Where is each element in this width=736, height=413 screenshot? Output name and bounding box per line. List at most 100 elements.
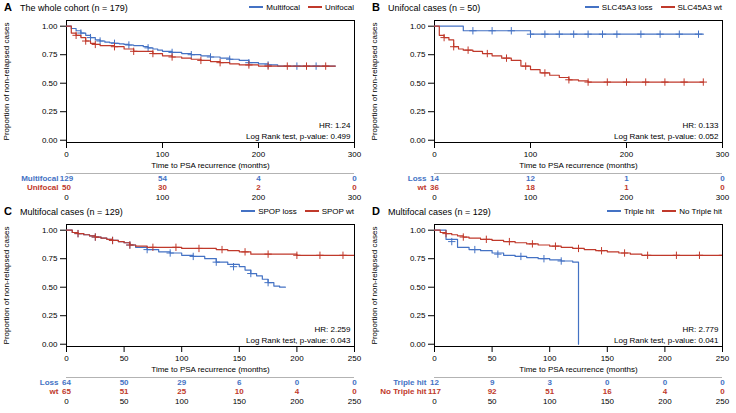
svg-text:0.25: 0.25: [42, 107, 58, 116]
svg-text:250: 250: [716, 354, 730, 363]
svg-text:200: 200: [620, 150, 634, 159]
svg-text:1: 1: [624, 174, 629, 183]
svg-text:4: 4: [663, 387, 668, 396]
svg-text:36: 36: [430, 183, 439, 192]
svg-text:100: 100: [175, 354, 189, 363]
svg-text:10: 10: [235, 387, 244, 396]
svg-text:0.00: 0.00: [410, 340, 426, 349]
svg-text:0.75: 0.75: [410, 50, 426, 59]
svg-text:Log Rank test, p-value: 0.041: Log Rank test, p-value: 0.041: [614, 336, 719, 345]
svg-text:0: 0: [432, 397, 437, 406]
svg-text:HR: 2.779: HR: 2.779: [682, 325, 719, 334]
svg-text:Log Rank test, p-value: 0.499: Log Rank test, p-value: 0.499: [246, 132, 351, 141]
svg-text:1: 1: [624, 183, 629, 192]
svg-text:50: 50: [120, 354, 129, 363]
svg-text:50: 50: [488, 397, 497, 406]
svg-text:150: 150: [233, 354, 247, 363]
svg-text:200: 200: [252, 193, 266, 202]
svg-text:0: 0: [352, 183, 357, 192]
svg-text:0.00: 0.00: [42, 340, 58, 349]
svg-text:50: 50: [62, 183, 71, 192]
svg-text:Loss: Loss: [408, 174, 427, 183]
svg-text:0: 0: [295, 378, 300, 387]
svg-text:Triple hit: Triple hit: [393, 378, 427, 387]
svg-text:12: 12: [526, 174, 535, 183]
svg-text:wt: wt: [417, 183, 427, 192]
svg-text:Loss: Loss: [40, 378, 59, 387]
svg-text:4: 4: [256, 174, 261, 183]
svg-text:100: 100: [543, 354, 557, 363]
svg-text:150: 150: [233, 397, 247, 406]
svg-text:Proportion of non-relapsed cas: Proportion of non-relapsed cases: [2, 23, 11, 141]
svg-text:18: 18: [526, 183, 535, 192]
svg-text:65: 65: [62, 387, 71, 396]
svg-text:0: 0: [64, 193, 69, 202]
svg-text:Proportion of non-relapsed cas: Proportion of non-relapsed cases: [370, 23, 379, 141]
svg-text:250: 250: [716, 397, 730, 406]
svg-text:100: 100: [524, 193, 538, 202]
svg-text:51: 51: [120, 387, 129, 396]
svg-text:0.25: 0.25: [42, 311, 58, 320]
svg-text:Log Rank test, p-value: 0.052: Log Rank test, p-value: 0.052: [614, 132, 719, 141]
svg-text:0: 0: [605, 378, 610, 387]
svg-text:100: 100: [156, 193, 170, 202]
svg-text:0: 0: [720, 378, 725, 387]
svg-text:3: 3: [547, 378, 552, 387]
svg-text:0: 0: [352, 174, 357, 183]
svg-text:0: 0: [720, 387, 725, 396]
svg-text:300: 300: [716, 193, 730, 202]
svg-text:0.00: 0.00: [42, 136, 58, 145]
svg-text:0.50: 0.50: [410, 283, 426, 292]
svg-text:6: 6: [237, 378, 242, 387]
svg-text:250: 250: [348, 354, 362, 363]
svg-text:Multifocal: Multifocal: [21, 174, 58, 183]
svg-text:No Triple hit: No Triple hit: [380, 387, 427, 396]
svg-text:0: 0: [352, 378, 357, 387]
svg-text:51: 51: [545, 387, 554, 396]
svg-text:2: 2: [256, 183, 261, 192]
svg-text:200: 200: [658, 354, 672, 363]
svg-text:0: 0: [64, 354, 69, 363]
svg-text:Proportion of non-relapsed cas: Proportion of non-relapsed cases: [370, 227, 379, 345]
svg-text:Time to PSA recurrence (months: Time to PSA recurrence (months): [151, 365, 270, 374]
svg-text:0.25: 0.25: [410, 311, 426, 320]
svg-text:16: 16: [603, 387, 612, 396]
svg-text:0: 0: [432, 150, 437, 159]
svg-text:50: 50: [120, 378, 129, 387]
svg-text:1.00: 1.00: [42, 22, 58, 31]
svg-text:100: 100: [175, 397, 189, 406]
svg-text:100: 100: [524, 150, 538, 159]
svg-text:50: 50: [488, 354, 497, 363]
svg-text:129: 129: [60, 174, 74, 183]
svg-text:0.75: 0.75: [42, 50, 58, 59]
svg-text:Proportion of non-relapsed cas: Proportion of non-relapsed cases: [2, 227, 11, 345]
svg-text:Time to PSA recurrence (months: Time to PSA recurrence (months): [151, 161, 270, 170]
svg-text:wt: wt: [49, 387, 59, 396]
svg-text:200: 200: [620, 193, 634, 202]
svg-text:0.75: 0.75: [410, 254, 426, 263]
svg-text:Time to PSA recurrence (months: Time to PSA recurrence (months): [519, 365, 638, 374]
svg-text:30: 30: [158, 183, 167, 192]
svg-text:200: 200: [252, 150, 266, 159]
svg-text:200: 200: [658, 397, 672, 406]
svg-text:300: 300: [348, 150, 362, 159]
svg-text:4: 4: [295, 387, 300, 396]
svg-text:0: 0: [720, 183, 725, 192]
svg-text:250: 250: [348, 397, 362, 406]
svg-text:HR: 2.259: HR: 2.259: [314, 325, 351, 334]
svg-text:300: 300: [716, 150, 730, 159]
svg-text:150: 150: [601, 354, 615, 363]
svg-text:64: 64: [62, 378, 71, 387]
svg-text:0: 0: [64, 397, 69, 406]
svg-text:HR: 1.24: HR: 1.24: [319, 121, 351, 130]
svg-text:200: 200: [290, 354, 304, 363]
svg-text:150: 150: [601, 397, 615, 406]
svg-text:50: 50: [120, 397, 129, 406]
svg-text:54: 54: [158, 174, 167, 183]
svg-text:0.50: 0.50: [410, 79, 426, 88]
svg-text:1.00: 1.00: [410, 22, 426, 31]
svg-text:1.00: 1.00: [42, 226, 58, 235]
svg-text:1.00: 1.00: [410, 226, 426, 235]
svg-text:117: 117: [428, 387, 441, 396]
svg-text:0: 0: [352, 387, 357, 396]
